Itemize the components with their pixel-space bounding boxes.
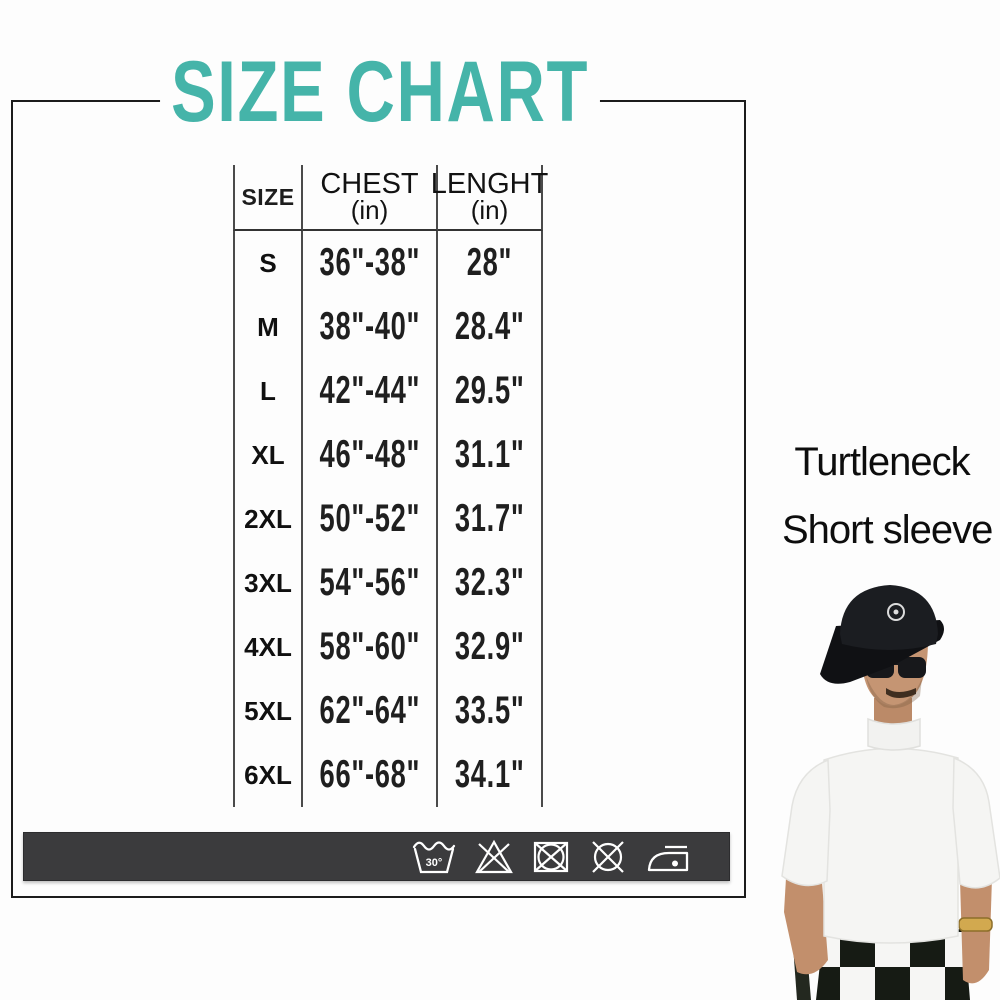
- chest-cell: 38"-40": [303, 295, 438, 359]
- length-cell: 34.1": [438, 743, 543, 807]
- left-arm: [784, 878, 828, 975]
- size-cell: 5XL: [233, 679, 303, 743]
- product-notes: Turtleneck Short sleeve: [782, 440, 993, 552]
- length-cell: 28": [438, 231, 543, 295]
- length-cell: 32.9": [438, 615, 543, 679]
- chest-cell: 42"-44": [303, 359, 438, 423]
- right-sleeve: [952, 756, 1000, 889]
- size-cell: L: [233, 359, 303, 423]
- page-title: SIZE CHART: [160, 49, 600, 135]
- mustache: [886, 688, 916, 698]
- wash-30-icon: 30°: [412, 840, 456, 873]
- do-not-bleach-icon: [475, 839, 513, 873]
- stubble: [866, 676, 922, 709]
- length-cell: 33.5": [438, 679, 543, 743]
- svg-text:30°: 30°: [426, 857, 443, 869]
- chest-cell: 62"-64": [303, 679, 438, 743]
- chest-cell: 36"-38": [303, 231, 438, 295]
- shirt: [823, 747, 959, 944]
- collar: [867, 717, 921, 751]
- size-cell: 2XL: [233, 487, 303, 551]
- length-cell: 28.4": [438, 295, 543, 359]
- chest-cell: 54"-56": [303, 551, 438, 615]
- size-cell: 6XL: [233, 743, 303, 807]
- size-cell: M: [233, 295, 303, 359]
- size-table: SIZE CHEST (in) LENGHT (in) S 36"-38" 28…: [233, 165, 548, 807]
- header-cell-length: LENGHT (in): [431, 165, 548, 231]
- model-photo: [781, 585, 1000, 1000]
- chest-cell: 50"-52": [303, 487, 438, 551]
- left-sleeve: [781, 758, 831, 887]
- chest-cell: 66"-68": [303, 743, 438, 807]
- watch: [958, 917, 993, 932]
- size-cell: 3XL: [233, 551, 303, 615]
- do-not-dry-clean-icon: [592, 840, 624, 873]
- size-cell: XL: [233, 423, 303, 487]
- size-cell: 4XL: [233, 615, 303, 679]
- header-cell-size: SIZE: [233, 165, 303, 231]
- size-cell: S: [233, 231, 303, 295]
- do-not-tumble-dry-icon: [533, 841, 569, 872]
- header-cell-chest: CHEST (in): [303, 165, 438, 231]
- bucket-hat-icon: [820, 585, 944, 684]
- length-cell: 32.3": [438, 551, 543, 615]
- length-cell: 31.7": [438, 487, 543, 551]
- turtleneck-label: Turtleneck: [794, 440, 970, 484]
- care-icons: 30°: [411, 833, 691, 880]
- short-sleeve-label: Short sleeve: [782, 508, 993, 552]
- page-title-wrap: SIZE CHART: [0, 49, 760, 135]
- length-cell: 31.1": [438, 423, 543, 487]
- chest-cell: 58"-60": [303, 615, 438, 679]
- iron-icon: [647, 845, 689, 871]
- care-bar: 30°: [23, 832, 730, 881]
- chest-cell: 46"-48": [303, 423, 438, 487]
- pants: [816, 928, 970, 1000]
- length-cell: 29.5": [438, 359, 543, 423]
